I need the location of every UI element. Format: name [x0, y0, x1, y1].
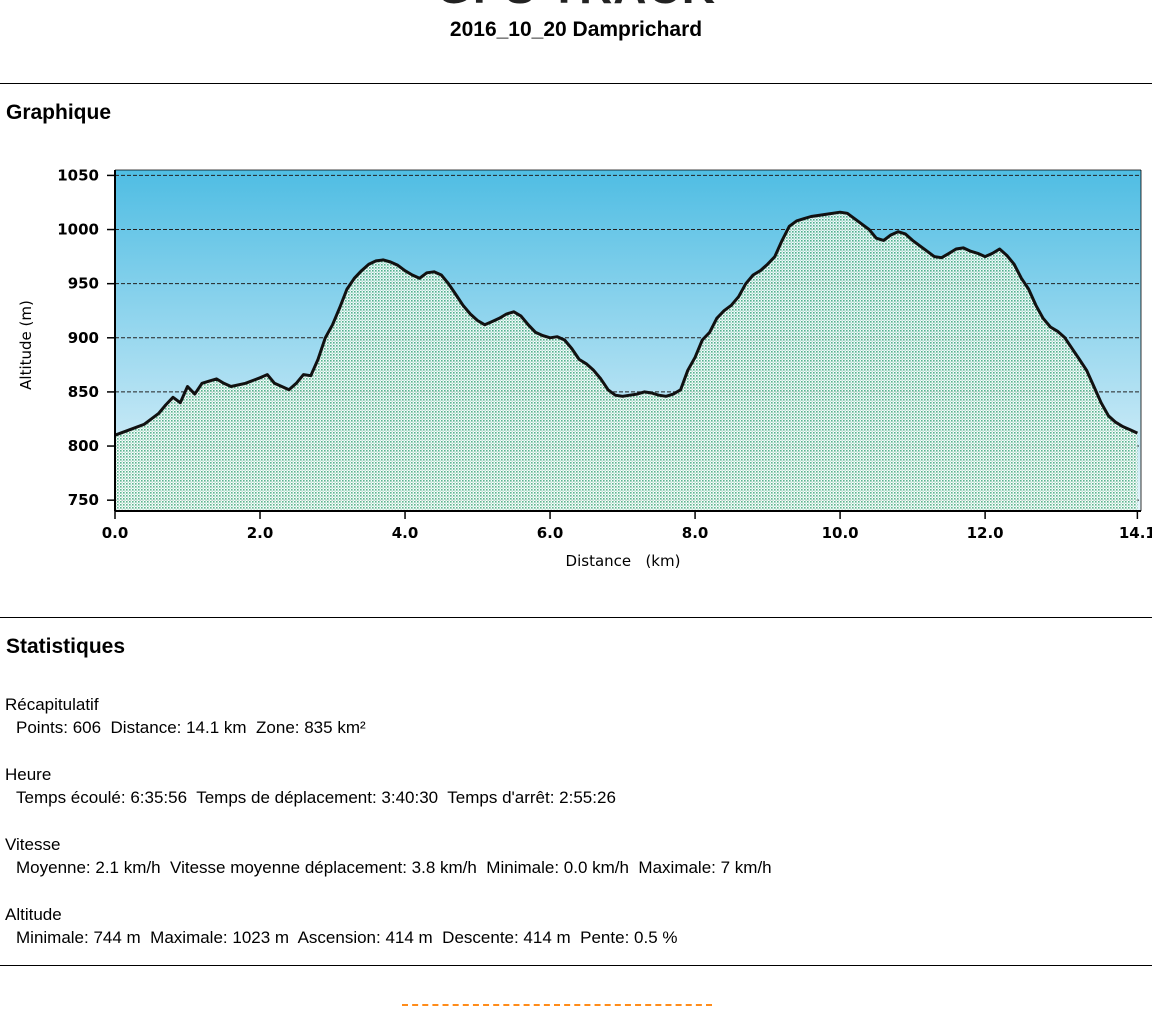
- app-title: GPS TRACK: [0, 0, 1152, 14]
- y-tick-label: 1050: [57, 166, 99, 184]
- stat-value: Zone: 835 km²: [256, 718, 366, 737]
- divider: [0, 617, 1152, 618]
- stat-value: Maximale: 1023 m: [150, 928, 290, 947]
- stat-value: Minimale: 0.0 km/h: [486, 858, 629, 877]
- section-heading-chart: Graphique: [6, 101, 112, 124]
- stat-line: Points: 606 Distance: 14.1 km Zone: 835 …: [5, 716, 366, 739]
- y-tick-label: 950: [68, 275, 99, 293]
- stat-value: Moyenne: 2.1 km/h: [16, 858, 161, 877]
- stat-value: Temps écoulé: 6:35:56: [16, 788, 188, 807]
- stat-value: Minimale: 744 m: [16, 928, 141, 947]
- section-heading-stats: Statistiques: [6, 635, 126, 658]
- stat-value: Maximale: 7 km/h: [638, 858, 772, 877]
- stats-recap: Récapitulatif Points: 606 Distance: 14.1…: [5, 693, 366, 739]
- x-tick-label: 12.0: [967, 524, 1004, 542]
- divider: [0, 965, 1152, 966]
- x-tick-label: 6.0: [537, 524, 564, 542]
- y-axis-label: Altitude (m): [17, 300, 35, 390]
- y-tick-label: 750: [68, 491, 99, 509]
- y-tick-label: 850: [68, 383, 99, 401]
- stats-time: Heure Temps écoulé: 6:35:56 Temps de dép…: [5, 763, 616, 809]
- stat-value: Ascension: 414 m: [297, 928, 433, 947]
- stat-group-title: Vitesse: [5, 835, 61, 854]
- stat-value: Vitesse moyenne déplacement: 3.8 km/h: [170, 858, 477, 877]
- stat-line: Moyenne: 2.1 km/h Vitesse moyenne déplac…: [5, 856, 772, 879]
- y-tick-label: 1000: [57, 221, 99, 239]
- stat-value: Temps de déplacement: 3:40:30: [196, 788, 439, 807]
- x-axis-label: Distance (km): [566, 552, 681, 570]
- stat-line: Minimale: 744 m Maximale: 1023 m Ascensi…: [5, 926, 677, 949]
- stat-value: Descente: 414 m: [442, 928, 571, 947]
- x-tick-label: 0.0: [102, 524, 129, 542]
- x-tick-label: 4.0: [392, 524, 419, 542]
- y-tick-label: 900: [68, 329, 99, 347]
- stats-speed: Vitesse Moyenne: 2.1 km/h Vitesse moyenn…: [5, 833, 772, 879]
- stat-group-title: Récapitulatif: [5, 695, 99, 714]
- x-tick-label: 10.0: [822, 524, 859, 542]
- stat-group-title: Heure: [5, 765, 52, 784]
- stat-value: Pente: 0.5 %: [580, 928, 678, 947]
- stat-line: Temps écoulé: 6:35:56 Temps de déplaceme…: [5, 786, 616, 809]
- divider: [0, 83, 1152, 84]
- x-tick-label: 8.0: [682, 524, 709, 542]
- altitude-profile-chart: 750 800 850 900 950 1000 1050 0.0 2.0 4.0 6.0 8.0 10…: [17, 166, 1152, 570]
- stat-value: Temps d'arrêt: 2:55:26: [447, 788, 616, 807]
- stat-value: Points: 606: [16, 718, 102, 737]
- x-tick-label: 14.1: [1119, 524, 1152, 542]
- y-tick-label: 800: [68, 437, 99, 455]
- document-title: 2016_10_20 Damprichard: [449, 18, 703, 41]
- footer-dashed-line: [402, 1004, 712, 1006]
- stat-value: Distance: 14.1 km: [110, 718, 247, 737]
- altitude-line: [114, 210, 1139, 437]
- stat-group-title: Altitude: [5, 905, 62, 924]
- x-tick-label: 2.0: [247, 524, 274, 542]
- stats-altitude: Altitude Minimale: 744 m Maximale: 1023 …: [5, 903, 677, 949]
- terrain-area: [115, 212, 1138, 511]
